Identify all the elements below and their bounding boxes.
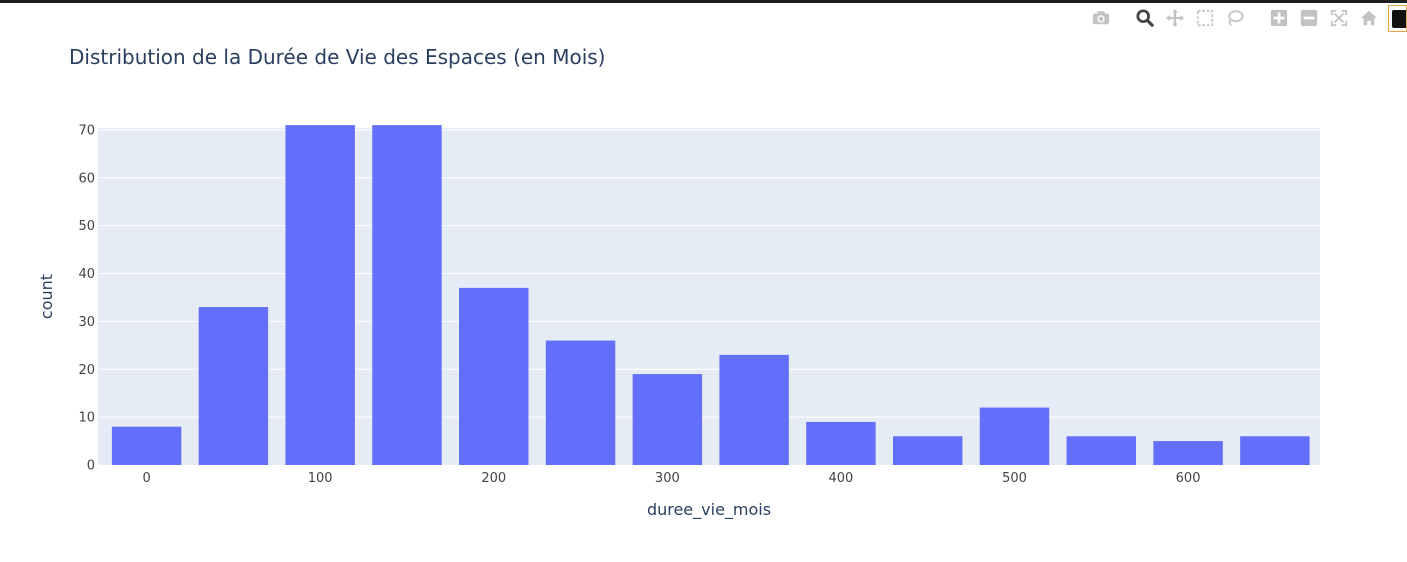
histogram-bar xyxy=(892,436,963,465)
camera-icon xyxy=(1092,11,1110,25)
y-tick-label: 20 xyxy=(78,363,95,378)
plotly-modebar xyxy=(1090,7,1388,29)
x-tick-label: 600 xyxy=(1176,471,1201,486)
zoom-button[interactable] xyxy=(1134,7,1156,29)
autoscale-button[interactable] xyxy=(1328,7,1350,29)
lasso-select-icon xyxy=(1228,10,1244,26)
zoom-in-icon xyxy=(1270,9,1288,27)
histogram-bar xyxy=(632,374,703,465)
pan-button[interactable] xyxy=(1164,7,1186,29)
x-tick-label: 300 xyxy=(655,471,680,486)
autoscale-icon xyxy=(1330,9,1348,27)
download-plot-button[interactable] xyxy=(1090,7,1112,29)
zoom-out-icon xyxy=(1300,9,1318,27)
chart-title: Distribution de la Durée de Vie des Espa… xyxy=(69,45,606,69)
zoom-in-button[interactable] xyxy=(1268,7,1290,29)
y-tick-label: 60 xyxy=(78,171,95,186)
reset-axes-icon xyxy=(1360,10,1378,26)
y-axis-title: count xyxy=(37,274,56,319)
x-tick-label: 200 xyxy=(481,471,506,486)
histogram-bar xyxy=(111,426,182,465)
box-select-button[interactable] xyxy=(1194,7,1216,29)
histogram-bar xyxy=(979,407,1050,465)
y-tick-label: 70 xyxy=(78,123,95,138)
histogram-bar xyxy=(459,287,529,465)
x-tick-label: 400 xyxy=(829,471,854,486)
histogram-bar xyxy=(1066,436,1137,465)
y-tick-label: 30 xyxy=(78,315,95,330)
box-select-icon xyxy=(1196,9,1214,27)
y-tick-label: 40 xyxy=(78,267,95,282)
pan-icon xyxy=(1166,9,1184,27)
x-axis-title: duree_vie_mois xyxy=(647,500,771,520)
histogram-bar xyxy=(1240,436,1310,465)
plot-area xyxy=(98,128,1320,465)
histogram-bar xyxy=(806,421,876,465)
y-tick-label: 50 xyxy=(78,219,95,234)
x-tick-label: 0 xyxy=(142,471,150,486)
y-tick-label: 0 xyxy=(87,459,95,474)
histogram-bar xyxy=(285,125,355,465)
y-tick-label: 10 xyxy=(78,411,95,426)
x-tick-label: 100 xyxy=(308,471,333,486)
zoom-icon xyxy=(1136,9,1154,27)
histogram-bar xyxy=(372,125,442,465)
lasso-select-button[interactable] xyxy=(1224,7,1246,29)
zoom-out-button[interactable] xyxy=(1298,7,1320,29)
plotly-logo-icon xyxy=(1392,10,1406,28)
x-tick-label: 500 xyxy=(1002,471,1027,486)
histogram-bar xyxy=(198,307,269,465)
reset-axes-button[interactable] xyxy=(1358,7,1380,29)
window-top-border xyxy=(0,0,1407,3)
histogram-bar xyxy=(719,354,789,465)
histogram-bar xyxy=(1153,441,1223,465)
histogram-bar xyxy=(545,340,616,465)
